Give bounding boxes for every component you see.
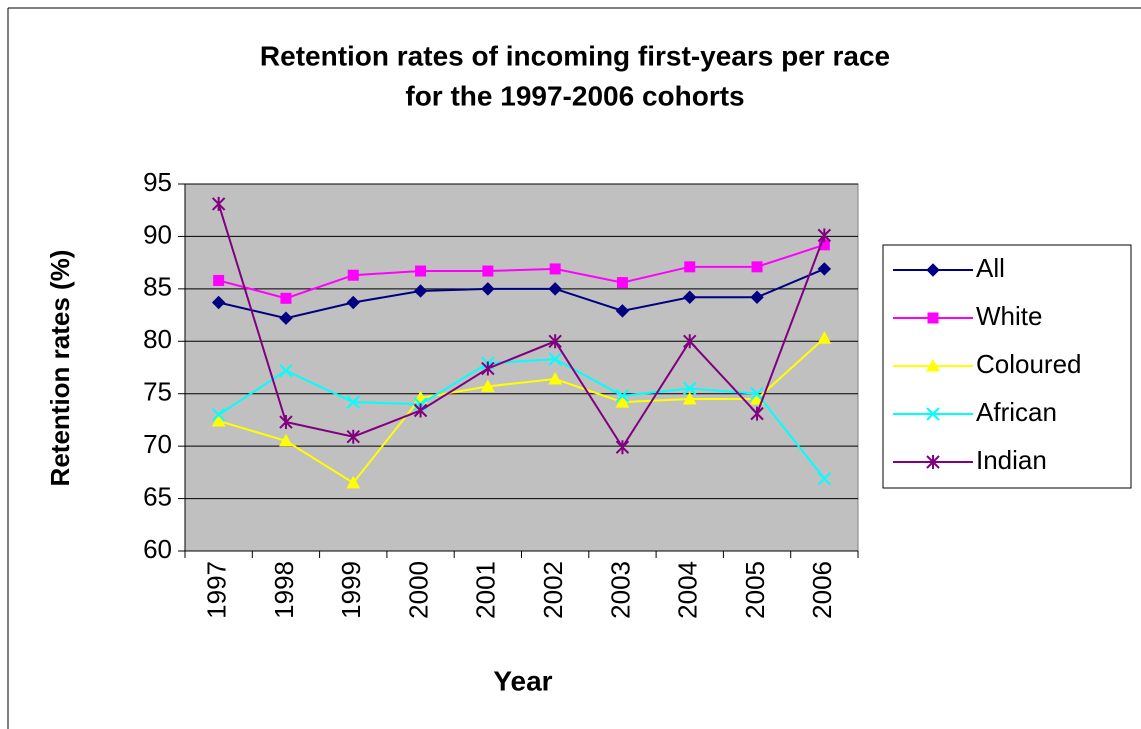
marker (817, 228, 832, 243)
x-tick-label: 2001 (471, 561, 501, 619)
marker (926, 263, 940, 277)
marker (684, 261, 696, 273)
legend-label: White (976, 301, 1042, 331)
marker (279, 415, 293, 430)
legend-label: Coloured (976, 349, 1082, 379)
marker (682, 391, 697, 405)
marker (683, 381, 697, 396)
marker (481, 361, 495, 376)
marker (346, 475, 361, 489)
x-axis-label: Year (493, 665, 552, 696)
marker (750, 387, 764, 401)
series-line (218, 358, 826, 480)
marker (616, 277, 628, 289)
marker (415, 265, 427, 277)
marker (346, 429, 360, 444)
marker (926, 358, 940, 372)
marker (211, 196, 226, 211)
marker (548, 352, 562, 366)
marker (279, 433, 293, 447)
marker (211, 295, 226, 310)
marker (482, 265, 494, 277)
plot-area (184, 183, 859, 552)
marker (927, 312, 939, 324)
y-tick-label: 85 (143, 272, 172, 302)
y-tick-label: 80 (143, 324, 172, 354)
marker (548, 334, 562, 349)
series-line (218, 268, 825, 320)
marker (683, 334, 697, 349)
chart-title: Retention rates of incoming first-years … (260, 40, 890, 71)
marker (548, 282, 562, 296)
marker (615, 395, 630, 408)
marker (481, 379, 495, 392)
marker (926, 455, 940, 469)
marker (683, 290, 697, 304)
marker (817, 331, 832, 344)
legend-label: All (976, 253, 1005, 283)
y-tick-label: 65 (143, 481, 172, 511)
y-tick-label: 75 (143, 377, 172, 407)
marker (750, 406, 764, 421)
marker (615, 304, 630, 318)
series-line (218, 337, 826, 485)
x-tick-label: 2005 (740, 561, 770, 619)
marker (750, 290, 764, 304)
x-tick-label: 2006 (807, 561, 837, 619)
marker (926, 407, 940, 421)
marker (279, 363, 293, 378)
x-tick-label: 1999 (336, 561, 366, 619)
marker (413, 284, 428, 298)
marker (548, 371, 562, 385)
marker (346, 395, 360, 409)
marker (280, 292, 292, 304)
x-tick-label: 2004 (673, 561, 703, 619)
y-axis-label: Retention rates (%) (45, 250, 75, 487)
marker (211, 413, 226, 427)
marker (413, 403, 428, 418)
series-line (218, 243, 825, 300)
marker (213, 274, 225, 286)
marker (346, 295, 360, 310)
marker (615, 389, 630, 403)
x-tick-label: 2000 (403, 561, 433, 619)
x-tick-label: 2003 (605, 561, 635, 619)
marker (549, 263, 561, 275)
y-tick-label: 95 (143, 167, 172, 197)
marker (481, 282, 495, 296)
y-tick-label: 90 (143, 219, 172, 249)
y-tick-label: 60 (143, 534, 172, 564)
series-line (217, 203, 826, 450)
y-tick-label: 70 (143, 429, 172, 459)
legend-label: African (976, 397, 1057, 427)
marker (817, 471, 832, 486)
marker (211, 407, 226, 422)
legend-label: Indian (976, 445, 1047, 475)
marker (279, 311, 293, 325)
x-tick-label: 2002 (538, 561, 568, 619)
marker (817, 262, 832, 276)
marker (347, 269, 359, 281)
marker (751, 261, 763, 273)
marker (615, 440, 630, 455)
x-tick-label: 1998 (269, 561, 299, 619)
x-tick-label: 1997 (202, 561, 232, 619)
chart-title: for the 1997-2006 cohorts (405, 80, 744, 111)
